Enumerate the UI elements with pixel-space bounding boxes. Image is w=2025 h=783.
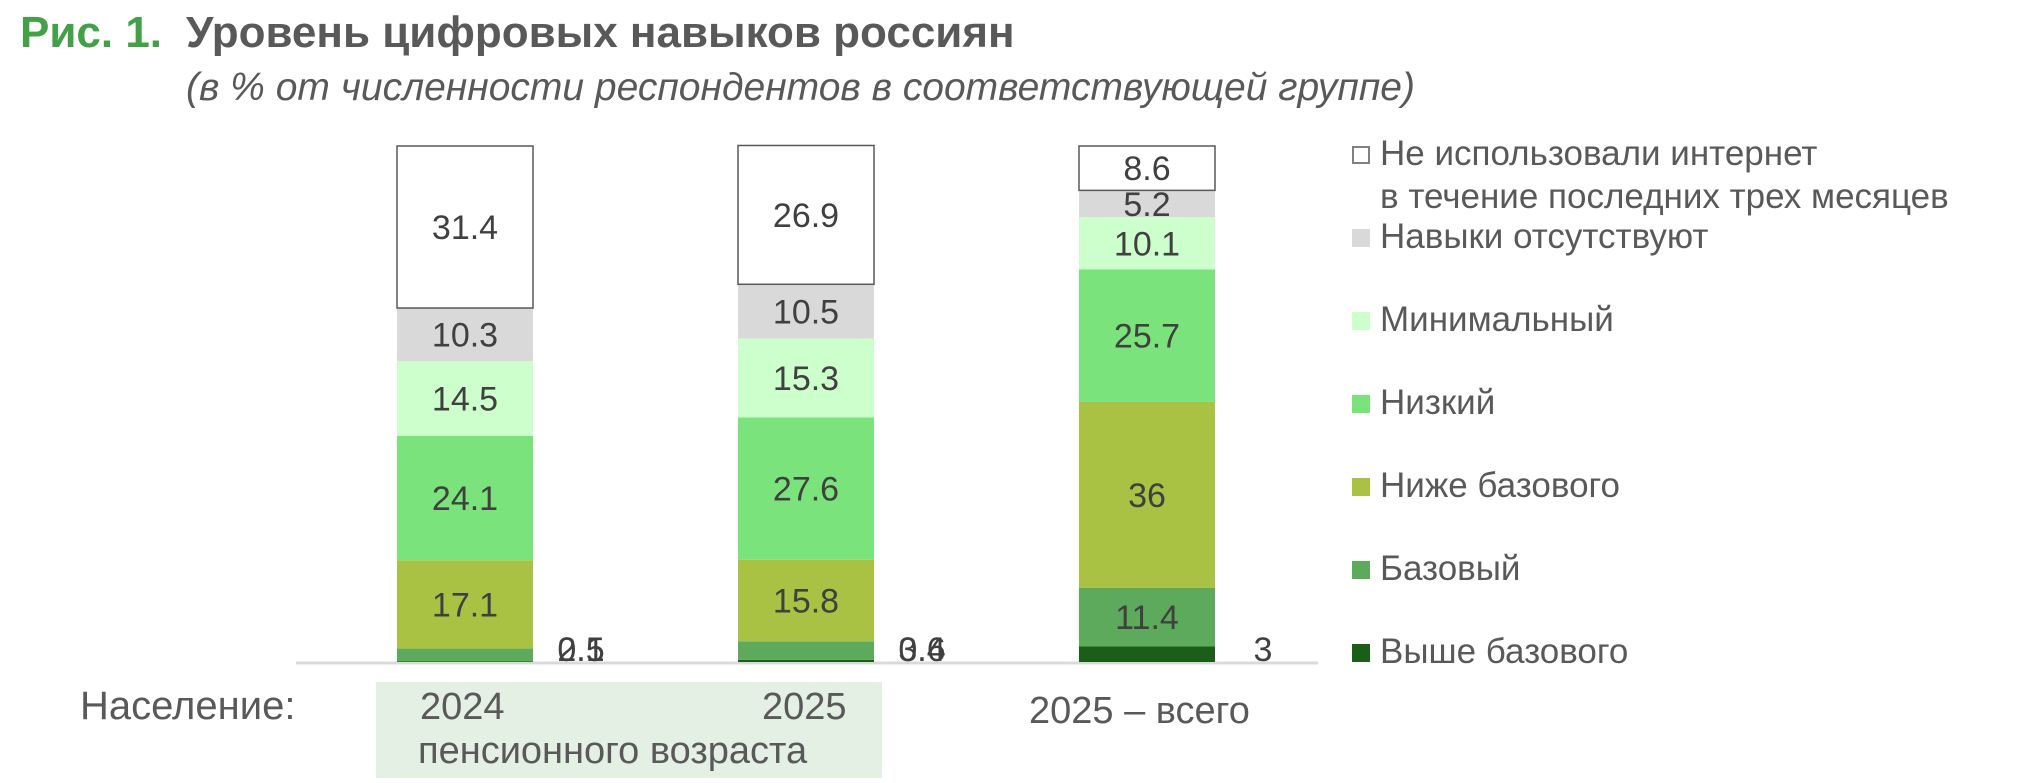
data-label-2024-5: 10.3 xyxy=(432,317,498,355)
legend-item-basic: Базовый xyxy=(1352,547,1520,590)
legend-item-low: Низкий xyxy=(1352,381,1495,424)
legend-swatch-minimal xyxy=(1352,312,1370,330)
category-axis-title: Население: xyxy=(80,684,296,728)
legend-label-low: Низкий xyxy=(1380,383,1496,422)
data-label-2024-2: 17.1 xyxy=(432,586,498,624)
bar-segment-2024-4 xyxy=(397,361,533,436)
data-label-2025-3: 27.6 xyxy=(773,471,839,509)
legend-label-basic: Базовый xyxy=(1380,549,1521,588)
legend-swatch-no-internet xyxy=(1352,146,1370,164)
bar-segment-2025-0 xyxy=(738,659,874,662)
legend-label-no-skills: Навыки отсутствуют xyxy=(1380,217,1709,256)
legend-label-above-basic: Выше базового xyxy=(1380,632,1629,671)
legend-label-no-internet-line2: в течение последних трех месяцев xyxy=(1380,177,1949,216)
legend-item-no-skills: Навыки отсутствуют xyxy=(1352,215,1708,258)
data-label-2025-–-всего-5: 5.2 xyxy=(1123,186,1170,224)
chart-title: Уровень цифровых навыков россиян xyxy=(186,8,1015,57)
bar-segment-2025-–-всего-1 xyxy=(1079,587,1215,647)
legend-item-below-basic: Ниже базового xyxy=(1352,464,1620,507)
legend-swatch-low xyxy=(1352,395,1370,413)
pension-age-group-band xyxy=(376,682,882,778)
bar-segment-2025-–-всего-6 xyxy=(1078,145,1216,192)
bar-segment-2024-1 xyxy=(397,648,533,662)
chart-subtitle: (в % от численности респондентов в соотв… xyxy=(186,66,1415,109)
legend-item-above-basic: Выше базового xyxy=(1352,630,1628,673)
data-label-2024-4: 14.5 xyxy=(432,381,498,419)
bar-segment-2024-2 xyxy=(397,560,533,649)
bar-segment-2025-4 xyxy=(738,338,874,418)
data-label-2024-1: 2.5 xyxy=(557,631,604,669)
data-label-2025-0: 0.4 xyxy=(898,631,945,669)
bar-segment-2025-6 xyxy=(737,144,875,286)
data-label-2025-–-всего-3: 25.7 xyxy=(1114,318,1180,356)
bar-segment-2025-5 xyxy=(738,284,874,339)
category-label-2024: 2024 xyxy=(420,686,505,728)
bar-segment-2024-5 xyxy=(397,308,533,362)
bar-segment-2024-0 xyxy=(397,661,533,662)
group-label-pension-age: пенсионного возраста xyxy=(418,730,808,772)
category-label-2025-total: 2025 – всего xyxy=(1029,690,1250,732)
category-label-2025: 2025 xyxy=(762,686,847,728)
legend-label-no-internet: Не использовали интернет xyxy=(1380,134,1818,173)
data-label-2024-0: 0.1 xyxy=(557,631,604,669)
legend-swatch-no-skills xyxy=(1352,229,1370,247)
bar-segment-2025-–-всего-3 xyxy=(1079,269,1215,402)
bar-segment-2025-–-всего-0 xyxy=(1079,646,1215,662)
bar-segment-2025-–-всего-5 xyxy=(1079,190,1215,218)
legend-swatch-above-basic xyxy=(1352,644,1370,662)
data-label-2025-1: 3.6 xyxy=(898,631,945,669)
data-label-2025-–-всего-1: 11.4 xyxy=(1115,599,1179,637)
data-label-2024-3: 24.1 xyxy=(432,480,498,518)
data-label-2024-6: 31.4 xyxy=(432,209,498,247)
legend-swatch-basic xyxy=(1352,561,1370,579)
bar-segment-2025-–-всего-2 xyxy=(1079,401,1215,588)
bar-segment-2025-3 xyxy=(738,417,874,560)
legend-label-minimal: Минимальный xyxy=(1380,300,1614,339)
data-label-2025-2: 15.8 xyxy=(773,583,839,621)
data-label-2025-–-всего-0: 3 xyxy=(1254,631,1273,669)
bar-segment-2025-–-всего-4 xyxy=(1079,217,1215,270)
data-label-2025-–-всего-6: 8.6 xyxy=(1123,150,1170,188)
figure-number: Рис. 1. xyxy=(20,8,163,57)
data-label-2025-4: 15.3 xyxy=(773,360,839,398)
legend-item-no-internet: Не использовали интернет в течение после… xyxy=(1352,132,1949,218)
bar-segment-2024-3 xyxy=(397,435,533,561)
legend-swatch-below-basic xyxy=(1352,478,1370,496)
data-label-2025-5: 10.5 xyxy=(773,293,839,331)
bar-segment-2025-1 xyxy=(738,641,874,660)
bar-segment-2025-2 xyxy=(738,559,874,642)
data-label-2025-6: 26.9 xyxy=(773,197,839,235)
bar-segment-2024-6 xyxy=(396,145,534,309)
legend-item-minimal: Минимальный xyxy=(1352,298,1614,341)
data-label-2025-–-всего-4: 10.1 xyxy=(1114,225,1180,263)
legend-label-below-basic: Ниже базового xyxy=(1380,466,1620,505)
data-label-2025-–-всего-2: 36 xyxy=(1128,477,1166,515)
